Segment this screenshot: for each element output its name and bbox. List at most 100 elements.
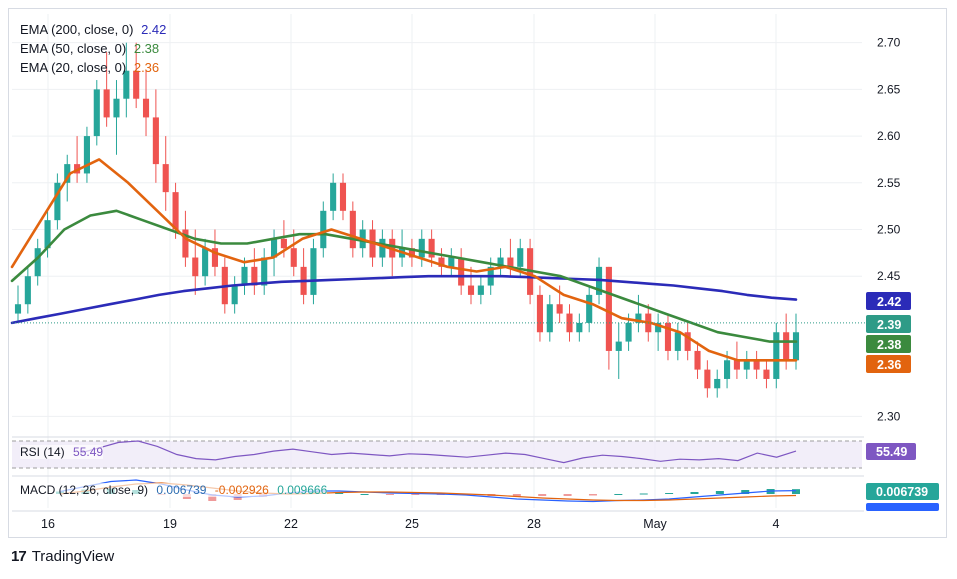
candle-body bbox=[261, 257, 268, 286]
candle-body bbox=[576, 322, 583, 333]
legend-ema50-label: EMA (50, close, 0) bbox=[20, 41, 127, 56]
macd-badge bbox=[866, 483, 939, 500]
tradingview-logo-icon: 17 bbox=[11, 548, 27, 565]
candle-body bbox=[497, 257, 504, 267]
price-badge bbox=[866, 355, 911, 373]
candle-body bbox=[783, 332, 790, 361]
brand-name: TradingView bbox=[31, 548, 115, 565]
candle-body bbox=[162, 164, 169, 193]
macd-signal-value: -0.002926 bbox=[214, 483, 269, 497]
candle-body bbox=[704, 369, 711, 389]
macd-histogram-bar bbox=[563, 494, 572, 496]
candle-body bbox=[664, 322, 672, 351]
macd-histogram-bar bbox=[792, 489, 800, 494]
y-tick-label: 2.55 bbox=[877, 176, 901, 190]
ema200-line bbox=[10, 274, 798, 325]
macd-histogram-bar bbox=[614, 494, 623, 495]
price-badge-label: 2.42 bbox=[877, 295, 901, 309]
macd-histogram-bar bbox=[335, 492, 344, 494]
x-tick-label: 28 bbox=[527, 517, 541, 531]
candle-body bbox=[763, 369, 770, 379]
y-tick-label: 2.30 bbox=[877, 409, 901, 423]
macd-histogram-bar bbox=[538, 494, 547, 496]
macd-histogram-bar bbox=[690, 492, 699, 494]
rsi-label: RSI (14) 55.49 bbox=[20, 445, 104, 459]
y-tick-label: 2.50 bbox=[877, 223, 901, 237]
rsi-label-text: RSI (14) bbox=[20, 445, 65, 459]
candle-body bbox=[142, 98, 150, 118]
macd-label: MACD (12, 26, close, 9) 0.006739 -0.0029… bbox=[20, 483, 328, 497]
legend-ema200-label: EMA (200, close, 0) bbox=[20, 22, 134, 37]
candle-body bbox=[202, 248, 209, 277]
candle-body bbox=[458, 257, 465, 286]
candle-body bbox=[320, 210, 327, 249]
x-tick-label: 22 bbox=[284, 517, 298, 531]
candle-body bbox=[379, 238, 386, 258]
candle-body bbox=[477, 285, 484, 295]
rsi-badge-label: 55.49 bbox=[876, 445, 907, 459]
rsi-value: 55.49 bbox=[73, 445, 104, 459]
price-badge bbox=[866, 315, 911, 333]
candle-body bbox=[615, 341, 622, 351]
x-tick-label: 4 bbox=[773, 517, 780, 531]
legend-ema20: EMA (20, close, 0) 2.36 bbox=[20, 58, 166, 77]
candle-body bbox=[467, 285, 475, 295]
candle-body bbox=[684, 332, 691, 351]
candle-body bbox=[674, 332, 681, 351]
candle-body bbox=[546, 304, 553, 333]
candle-body bbox=[339, 182, 347, 211]
candle-body bbox=[14, 304, 22, 314]
candle-body bbox=[123, 70, 130, 99]
candle-body bbox=[438, 257, 445, 267]
candle-body bbox=[773, 332, 780, 379]
candle-body bbox=[792, 332, 800, 361]
price-badge bbox=[866, 292, 911, 310]
candle-body bbox=[290, 248, 297, 267]
candle-body bbox=[270, 238, 278, 258]
candle-body bbox=[93, 89, 100, 137]
macd-histogram-bar bbox=[411, 494, 420, 495]
y-tick-label: 2.60 bbox=[877, 129, 901, 143]
candle-body bbox=[172, 192, 179, 230]
candle-body bbox=[418, 238, 425, 258]
macd-histogram-bar bbox=[512, 494, 521, 497]
macd-histogram-bar bbox=[639, 493, 648, 495]
candle-body bbox=[743, 360, 750, 370]
candle-body bbox=[635, 313, 642, 323]
candle-body bbox=[536, 294, 544, 333]
candle-body bbox=[24, 276, 31, 305]
x-tick-label: May bbox=[643, 517, 667, 531]
ema-legend: EMA (200, close, 0) 2.42 EMA (50, close,… bbox=[20, 20, 166, 77]
candle-body bbox=[586, 294, 593, 323]
candle-body bbox=[330, 182, 337, 211]
candle-body bbox=[428, 238, 435, 258]
candle-body bbox=[310, 248, 317, 295]
candle-body bbox=[34, 248, 41, 277]
x-tick-label: 16 bbox=[41, 517, 55, 531]
candle-body bbox=[113, 98, 120, 118]
candle-body bbox=[251, 266, 258, 286]
macd-label-text: MACD (12, 26, close, 9) bbox=[20, 483, 149, 497]
y-tick-label: 2.45 bbox=[877, 269, 901, 283]
candle-body bbox=[605, 266, 612, 351]
y-tick-label: 2.65 bbox=[877, 82, 901, 96]
rsi-badge bbox=[866, 443, 916, 460]
candle-body bbox=[83, 136, 90, 174]
candle-body bbox=[655, 322, 662, 333]
legend-ema20-value: 2.36 bbox=[133, 60, 160, 75]
macd-histogram-bar bbox=[208, 494, 217, 501]
macd-histogram-bar bbox=[385, 494, 394, 495]
candle-body bbox=[408, 248, 415, 258]
legend-ema20-label: EMA (20, close, 0) bbox=[20, 60, 127, 75]
macd-histogram-bar bbox=[741, 490, 750, 494]
x-tick-label: 25 bbox=[405, 517, 419, 531]
macd-value: 0.006739 bbox=[156, 483, 207, 497]
candle-body bbox=[566, 313, 573, 333]
price-badge bbox=[866, 335, 911, 353]
macd-badge-secondary bbox=[866, 503, 939, 511]
candle-body bbox=[507, 257, 514, 267]
ema20-line bbox=[10, 158, 798, 362]
tradingview-brand[interactable]: 17 TradingView bbox=[11, 548, 114, 565]
macd-histogram-bar bbox=[665, 493, 674, 494]
